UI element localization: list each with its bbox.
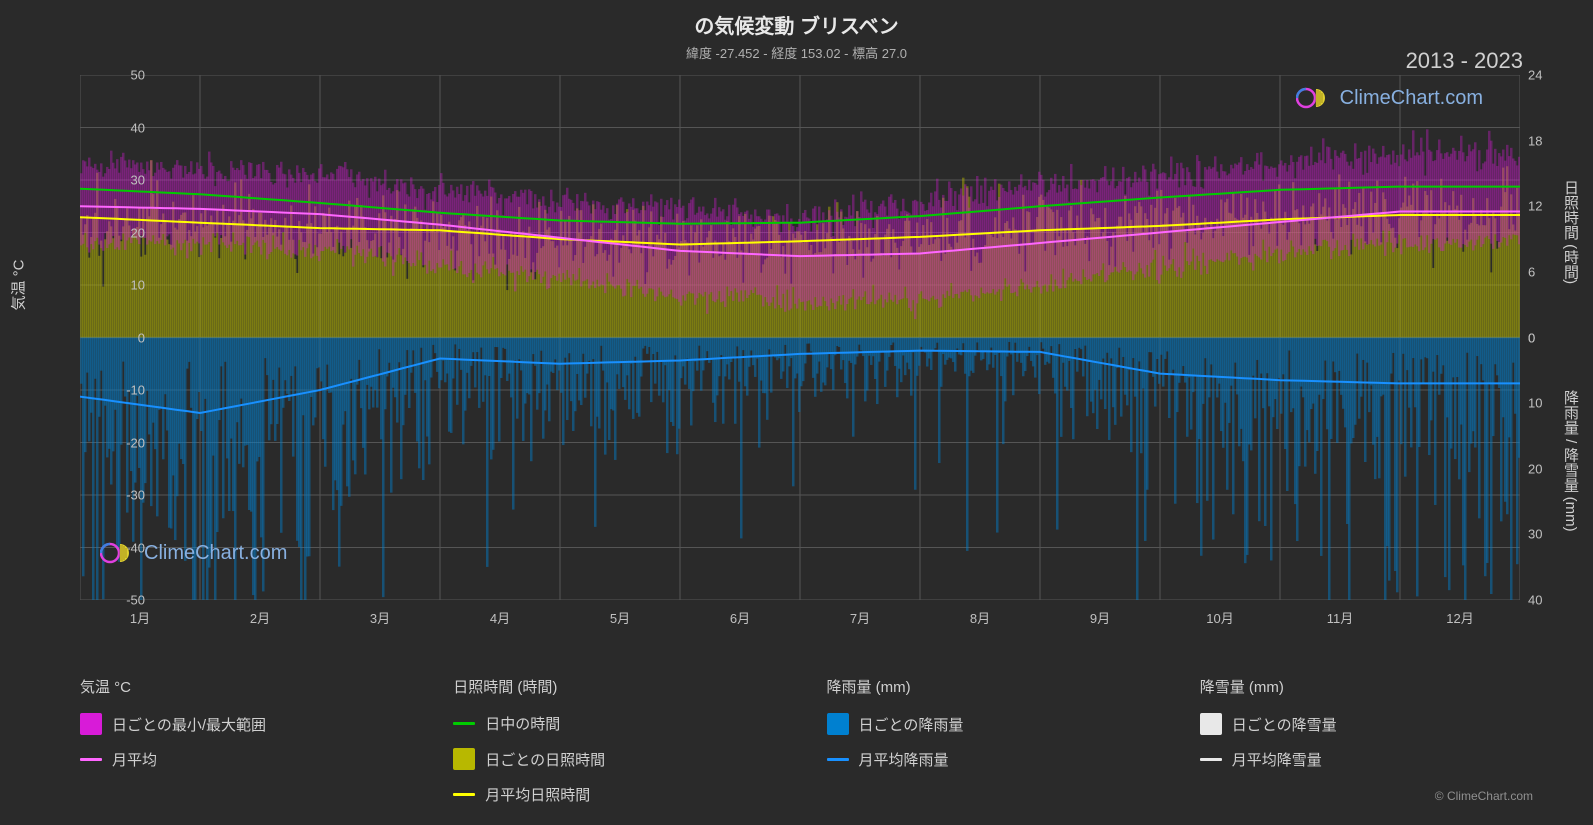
- x-tick: 11月: [1327, 608, 1354, 627]
- legend-item-temp-avg: 月平均: [80, 749, 413, 770]
- climechart-logo-icon: [1296, 85, 1334, 111]
- legend-item-sun-daily: 日ごとの日照時間: [453, 748, 786, 770]
- legend-col-snow: 降雪量 (mm) 日ごとの降雪量 月平均降雪量: [1200, 676, 1533, 805]
- y-right-bottom-tick: 0: [1528, 330, 1535, 345]
- legend-label: 日ごとの最小/最大範囲: [112, 714, 266, 735]
- legend-header: 降雨量 (mm): [827, 676, 1160, 697]
- legend-item-rain-daily: 日ごとの降雨量: [827, 713, 1160, 735]
- x-tick: 2月: [250, 608, 270, 627]
- legend-col-sun: 日照時間 (時間) 日中の時間 日ごとの日照時間 月平均日照時間: [453, 676, 786, 805]
- y-left-tick: -10: [85, 383, 145, 398]
- x-tick: 5月: [610, 608, 630, 627]
- y-right-bottom-tick: 20: [1528, 461, 1542, 476]
- watermark-text: ClimeChart.com: [1340, 87, 1483, 110]
- legend-label: 月平均日照時間: [485, 784, 590, 805]
- legend-label: 月平均: [112, 749, 157, 770]
- legend-label: 日ごとの日照時間: [485, 749, 605, 770]
- x-tick: 4月: [490, 608, 510, 627]
- legend-item-daylight: 日中の時間: [453, 713, 786, 734]
- chart-svg: [80, 75, 1520, 600]
- year-range: 2013 - 2023: [1406, 48, 1523, 74]
- x-tick: 7月: [850, 608, 870, 627]
- swatch-magenta-box: [80, 713, 102, 735]
- legend-header: 日照時間 (時間): [453, 676, 786, 697]
- legend-item-snow-avg: 月平均降雪量: [1200, 749, 1533, 770]
- y-left-tick: -50: [85, 593, 145, 608]
- x-tick: 8月: [970, 608, 990, 627]
- swatch-yellow-line: [453, 793, 475, 796]
- legend-label: 月平均降雨量: [859, 749, 949, 770]
- title-area: の気候変動 ブリスベン 緯度 -27.452 - 経度 153.02 - 標高 …: [0, 0, 1593, 62]
- legend-item-snow-daily: 日ごとの降雪量: [1200, 713, 1533, 735]
- legend-col-rain: 降雨量 (mm) 日ごとの降雨量 月平均降雨量: [827, 676, 1160, 805]
- y-left-tick: 10: [85, 278, 145, 293]
- y-axis-right-bottom-label: 降雨量 / 降雪量 (mm): [1560, 390, 1581, 532]
- y-left-tick: 30: [85, 173, 145, 188]
- climechart-logo-icon: [100, 540, 138, 566]
- watermark-bottom: ClimeChart.com: [100, 540, 287, 566]
- x-tick: 3月: [370, 608, 390, 627]
- swatch-blue-box: [827, 713, 849, 735]
- swatch-blue-line: [827, 758, 849, 761]
- watermark-top: ClimeChart.com: [1296, 85, 1483, 111]
- swatch-green-line: [453, 722, 475, 725]
- x-tick: 1月: [130, 608, 150, 627]
- y-right-top-tick: 18: [1528, 133, 1542, 148]
- x-tick: 9月: [1090, 608, 1110, 627]
- x-tick: 12月: [1446, 608, 1473, 627]
- watermark-text: ClimeChart.com: [144, 542, 287, 565]
- legend-label: 日中の時間: [485, 713, 560, 734]
- y-axis-left-label: 気温 °C: [8, 260, 29, 311]
- legend-label: 月平均降雪量: [1232, 749, 1322, 770]
- legend-label: 日ごとの降雨量: [859, 714, 964, 735]
- legend-header: 気温 °C: [80, 676, 413, 697]
- swatch-white-line: [1200, 758, 1222, 761]
- y-left-tick: 0: [85, 330, 145, 345]
- legend-label: 日ごとの降雪量: [1232, 714, 1337, 735]
- y-right-top-tick: 6: [1528, 264, 1535, 279]
- y-left-tick: -20: [85, 435, 145, 450]
- legend: 気温 °C 日ごとの最小/最大範囲 月平均 日照時間 (時間) 日中の時間 日ご…: [80, 676, 1533, 805]
- y-right-top-tick: 12: [1528, 199, 1542, 214]
- y-left-tick: -30: [85, 488, 145, 503]
- swatch-pink-line: [80, 758, 102, 761]
- chart-subtitle: 緯度 -27.452 - 経度 153.02 - 標高 27.0: [0, 43, 1593, 62]
- legend-item-rain-avg: 月平均降雨量: [827, 749, 1160, 770]
- x-tick: 6月: [730, 608, 750, 627]
- swatch-olive-box: [453, 748, 475, 770]
- plot-area: [80, 75, 1520, 600]
- x-tick: 10月: [1206, 608, 1233, 627]
- y-right-bottom-tick: 40: [1528, 593, 1542, 608]
- legend-col-temp: 気温 °C 日ごとの最小/最大範囲 月平均: [80, 676, 413, 805]
- y-left-tick: 20: [85, 225, 145, 240]
- climate-chart: の気候変動 ブリスベン 緯度 -27.452 - 経度 153.02 - 標高 …: [0, 0, 1593, 825]
- chart-title: の気候変動 ブリスベン: [0, 10, 1593, 39]
- legend-header: 降雪量 (mm): [1200, 676, 1533, 697]
- y-left-tick: 50: [85, 68, 145, 83]
- y-left-tick: 40: [85, 120, 145, 135]
- y-right-bottom-tick: 30: [1528, 527, 1542, 542]
- y-right-bottom-tick: 10: [1528, 396, 1542, 411]
- y-right-top-tick: 24: [1528, 68, 1542, 83]
- legend-item-temp-range: 日ごとの最小/最大範囲: [80, 713, 413, 735]
- swatch-white-box: [1200, 713, 1222, 735]
- y-axis-right-top-label: 日照時間 (時間): [1560, 180, 1581, 284]
- legend-item-sun-avg: 月平均日照時間: [453, 784, 786, 805]
